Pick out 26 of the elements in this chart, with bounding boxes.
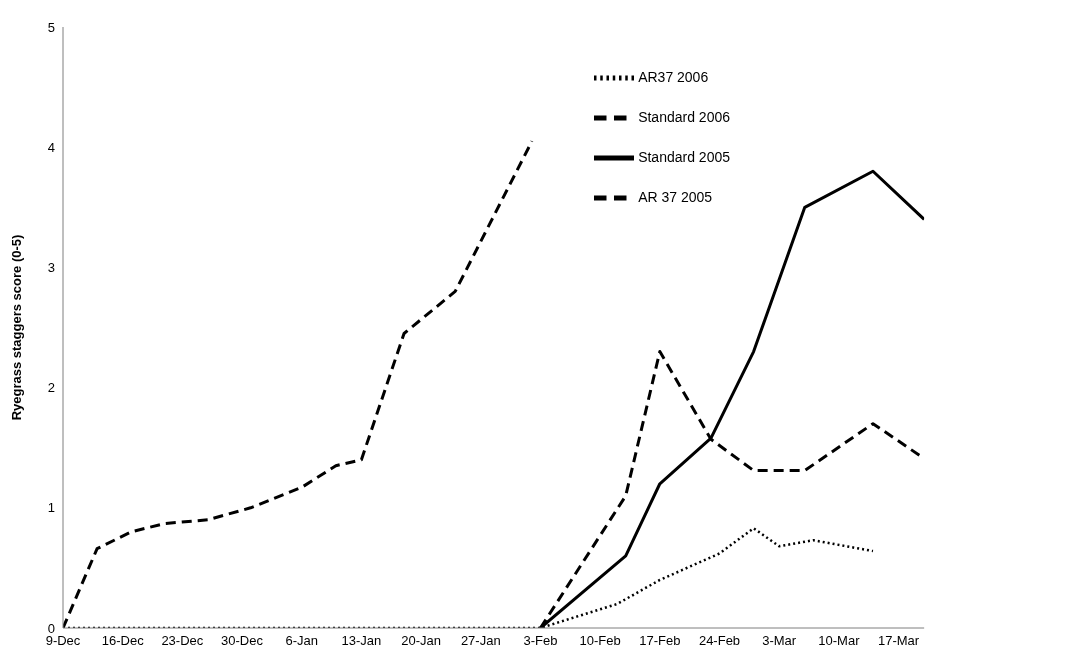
x-tick-label: 10-Feb — [579, 633, 621, 649]
x-tick-label: 3-Feb — [523, 633, 558, 649]
y-tick-label: 1 — [47, 500, 55, 516]
x-tick-label: 17-Mar — [877, 633, 920, 649]
y-tick-label: 2 — [47, 380, 55, 396]
legend-label: Standard 2005 — [638, 148, 730, 165]
y-tick-label: 5 — [47, 19, 55, 35]
legend-label: AR 37 2005 — [638, 188, 713, 205]
x-tick-label: 27-Jan — [460, 633, 501, 649]
legend-label: AR37 2006 — [638, 68, 709, 85]
x-tick-label: 9-Dec — [45, 633, 81, 649]
x-tick-label: 20-Jan — [401, 633, 441, 649]
x-tick-label: 10-Mar — [818, 633, 861, 649]
x-tick-label: 30-Dec — [221, 633, 264, 649]
x-tick-label: 6-Jan — [285, 633, 318, 649]
x-tick-label: 3-Mar — [762, 633, 797, 649]
y-axis-title: Ryegrass staggers score (0-5) — [8, 234, 24, 421]
x-tick-label: 13-Jan — [341, 633, 382, 649]
legend-label: Standard 2006 — [638, 108, 730, 125]
y-tick-label: 3 — [47, 260, 55, 276]
y-tick-label: 4 — [47, 139, 55, 155]
x-tick-label: 17-Feb — [639, 633, 681, 649]
y-tick-label: 0 — [47, 620, 55, 636]
x-tick-label: 16-Dec — [101, 633, 145, 649]
x-tick-label: 24-Feb — [698, 633, 741, 649]
x-tick-label: 23-Dec — [161, 633, 204, 649]
